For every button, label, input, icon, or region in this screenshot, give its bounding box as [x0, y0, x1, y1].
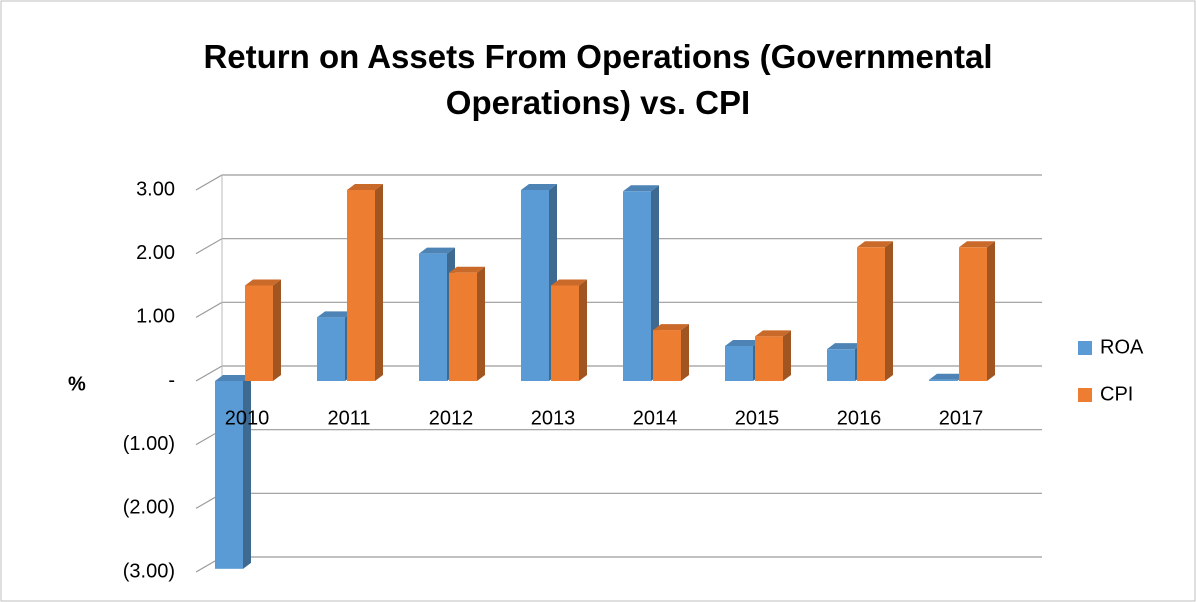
- bar-side: [579, 279, 587, 381]
- bar: [245, 285, 273, 381]
- bar-top: [419, 247, 455, 254]
- x-tick-label: 2013: [531, 407, 576, 429]
- y-axis-label: %: [68, 373, 86, 395]
- bar-side: [273, 279, 281, 381]
- bar-top: [521, 184, 557, 190]
- bar: [521, 190, 549, 381]
- grid-line: [195, 556, 1042, 573]
- bar-side: [375, 184, 383, 381]
- bar-top: [929, 373, 965, 380]
- y-tick-label: 3.00: [136, 178, 175, 200]
- bar: [653, 330, 681, 381]
- y-tick-label: 1.00: [136, 306, 175, 328]
- x-tick-label: 2017: [939, 407, 984, 429]
- bar-top: [551, 279, 587, 286]
- legend-swatch: [1078, 388, 1092, 402]
- bar-side: [681, 324, 689, 381]
- legend-label: ROA: [1100, 336, 1144, 358]
- x-tick-label: 2012: [429, 407, 474, 429]
- bar: [755, 336, 783, 381]
- bar-top: [347, 184, 383, 190]
- bar-side: [783, 330, 791, 381]
- bar: [347, 190, 375, 381]
- bar-top: [449, 266, 485, 273]
- bar: [827, 349, 855, 381]
- bar: [725, 345, 753, 381]
- bar-top: [827, 343, 863, 350]
- grid-line: [195, 238, 1042, 255]
- bar-top: [317, 311, 353, 318]
- y-tick-label: (3.00): [123, 560, 175, 582]
- x-tick-label: 2010: [225, 407, 270, 429]
- grid-line: [195, 174, 1042, 191]
- bar-top: [623, 185, 659, 192]
- y-tick-label: (2.00): [123, 497, 175, 519]
- bar: [929, 379, 957, 381]
- bar: [959, 247, 987, 381]
- chart-title: Return on Assets From Operations (Govern…: [203, 38, 993, 121]
- bar: [551, 285, 579, 381]
- bar: [449, 272, 477, 381]
- x-tick-label: 2016: [837, 407, 882, 429]
- bar-side: [885, 241, 893, 381]
- y-tick-label: (1.00): [123, 433, 175, 455]
- bar-top: [245, 279, 281, 286]
- bar-side: [243, 375, 251, 569]
- bar: [317, 317, 345, 381]
- legend-swatch: [1078, 341, 1092, 355]
- bar-top: [725, 339, 761, 346]
- bar: [419, 253, 447, 381]
- bar: [857, 247, 885, 381]
- bar-top: [857, 241, 893, 248]
- bar-top: [215, 375, 251, 381]
- bar-top: [959, 241, 995, 248]
- bar-top: [755, 330, 791, 337]
- x-tick-label: 2015: [735, 407, 780, 429]
- bar-side: [477, 266, 485, 381]
- bar: [623, 191, 651, 381]
- legend-label: CPI: [1100, 383, 1133, 405]
- grid-line: [195, 429, 1042, 446]
- bar-top: [653, 324, 689, 331]
- bar: [215, 381, 243, 569]
- y-tick-label: -: [168, 369, 175, 391]
- grid-line: [195, 492, 1042, 509]
- x-tick-label: 2014: [633, 407, 678, 429]
- x-tick-label: 2011: [327, 407, 370, 429]
- y-tick-label: 2.00: [136, 242, 175, 264]
- bar-side: [987, 241, 995, 381]
